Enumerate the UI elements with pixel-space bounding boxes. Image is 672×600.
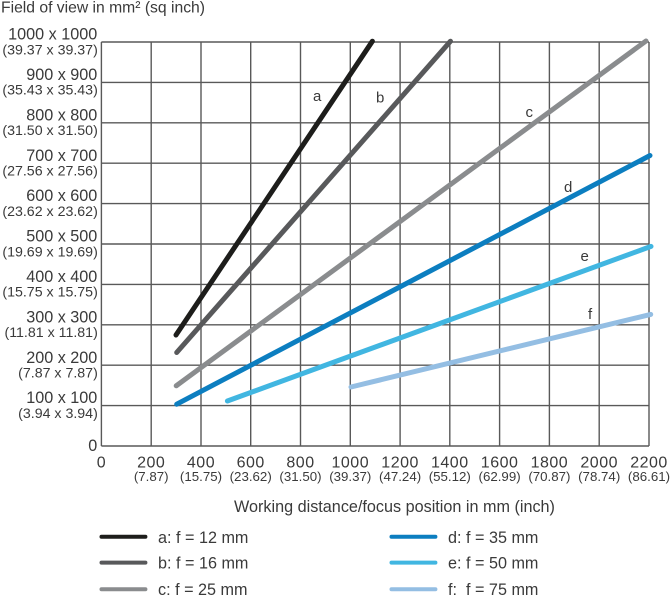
svg-text:0: 0: [97, 455, 106, 472]
svg-text:f: f: [588, 306, 593, 323]
svg-text:e: f = 50 mm: e: f = 50 mm: [448, 555, 538, 573]
svg-text:(27.56 x 27.56): (27.56 x 27.56): [2, 164, 97, 180]
svg-text:(78.74): (78.74): [578, 469, 620, 484]
svg-text:(23.62 x 23.62): (23.62 x 23.62): [2, 204, 97, 220]
svg-text:300 x 300: 300 x 300: [26, 308, 97, 326]
svg-text:a: f = 12 mm: a: f = 12 mm: [158, 529, 248, 547]
svg-text:e: e: [581, 248, 589, 265]
svg-text:600: 600: [237, 455, 265, 472]
svg-text:a: a: [313, 88, 322, 105]
svg-text:(15.75): (15.75): [180, 469, 222, 484]
svg-text:400 x 400: 400 x 400: [26, 268, 97, 286]
svg-text:(31.50 x 31.50): (31.50 x 31.50): [2, 123, 97, 139]
svg-text:(7.87): (7.87): [134, 469, 169, 484]
svg-text:900 x 900: 900 x 900: [26, 66, 97, 84]
svg-text:(55.12): (55.12): [429, 469, 471, 484]
svg-text:800: 800: [286, 455, 314, 472]
svg-text:200 x 200: 200 x 200: [26, 349, 97, 367]
svg-text:Field of view in mm² (sq inch): Field of view in mm² (sq inch): [1, 0, 205, 17]
svg-text:(23.62): (23.62): [230, 469, 272, 484]
svg-text:200: 200: [137, 455, 165, 472]
svg-text:1600: 1600: [481, 455, 519, 472]
svg-text:b: b: [376, 90, 384, 107]
svg-text:c: c: [526, 104, 534, 121]
svg-text:(31.50): (31.50): [279, 469, 321, 484]
svg-text:1200: 1200: [381, 455, 419, 472]
svg-text:(86.61): (86.61): [628, 469, 670, 484]
svg-text:(70.87): (70.87): [528, 469, 570, 484]
svg-text:600 x 600: 600 x 600: [26, 187, 97, 205]
svg-text:Working distance/focus positio: Working distance/focus position in mm (i…: [234, 498, 555, 516]
svg-text:100 x 100: 100 x 100: [26, 389, 97, 407]
svg-text:400: 400: [187, 455, 215, 472]
svg-text:(35.43 x 35.43): (35.43 x 35.43): [2, 83, 97, 99]
svg-text:d: f = 35 mm: d: f = 35 mm: [448, 529, 538, 547]
svg-text:500 x 500: 500 x 500: [26, 228, 97, 246]
svg-text:b: f = 16 mm: b: f = 16 mm: [158, 555, 248, 573]
svg-text:(7.87 x 7.87): (7.87 x 7.87): [18, 366, 98, 382]
svg-text:1800: 1800: [531, 455, 569, 472]
svg-text:(47.24): (47.24): [379, 469, 421, 484]
svg-text:f: f = 75 mm: f: f = 75 mm: [448, 581, 538, 599]
svg-text:1000 x 1000: 1000 x 1000: [8, 26, 97, 44]
svg-text:(3.94 x 3.94): (3.94 x 3.94): [18, 406, 98, 422]
svg-text:(39.37 x 39.37): (39.37 x 39.37): [2, 42, 97, 58]
svg-text:(11.81 x 11.81): (11.81 x 11.81): [4, 325, 97, 341]
svg-text:(15.75 x 15.75): (15.75 x 15.75): [2, 285, 97, 301]
svg-text:700 x 700: 700 x 700: [26, 147, 97, 165]
svg-text:(19.69 x 19.69): (19.69 x 19.69): [2, 244, 97, 260]
svg-text:1400: 1400: [431, 455, 469, 472]
svg-text:2200: 2200: [630, 455, 668, 472]
svg-text:(62.99): (62.99): [479, 469, 521, 484]
svg-text:2000: 2000: [580, 455, 618, 472]
svg-text:1000: 1000: [332, 455, 370, 472]
svg-text:(39.37): (39.37): [329, 469, 371, 484]
svg-text:c: f = 25 mm: c: f = 25 mm: [158, 581, 248, 599]
svg-text:d: d: [564, 179, 572, 196]
svg-text:0: 0: [88, 437, 97, 455]
svg-text:800 x 800: 800 x 800: [26, 106, 97, 124]
